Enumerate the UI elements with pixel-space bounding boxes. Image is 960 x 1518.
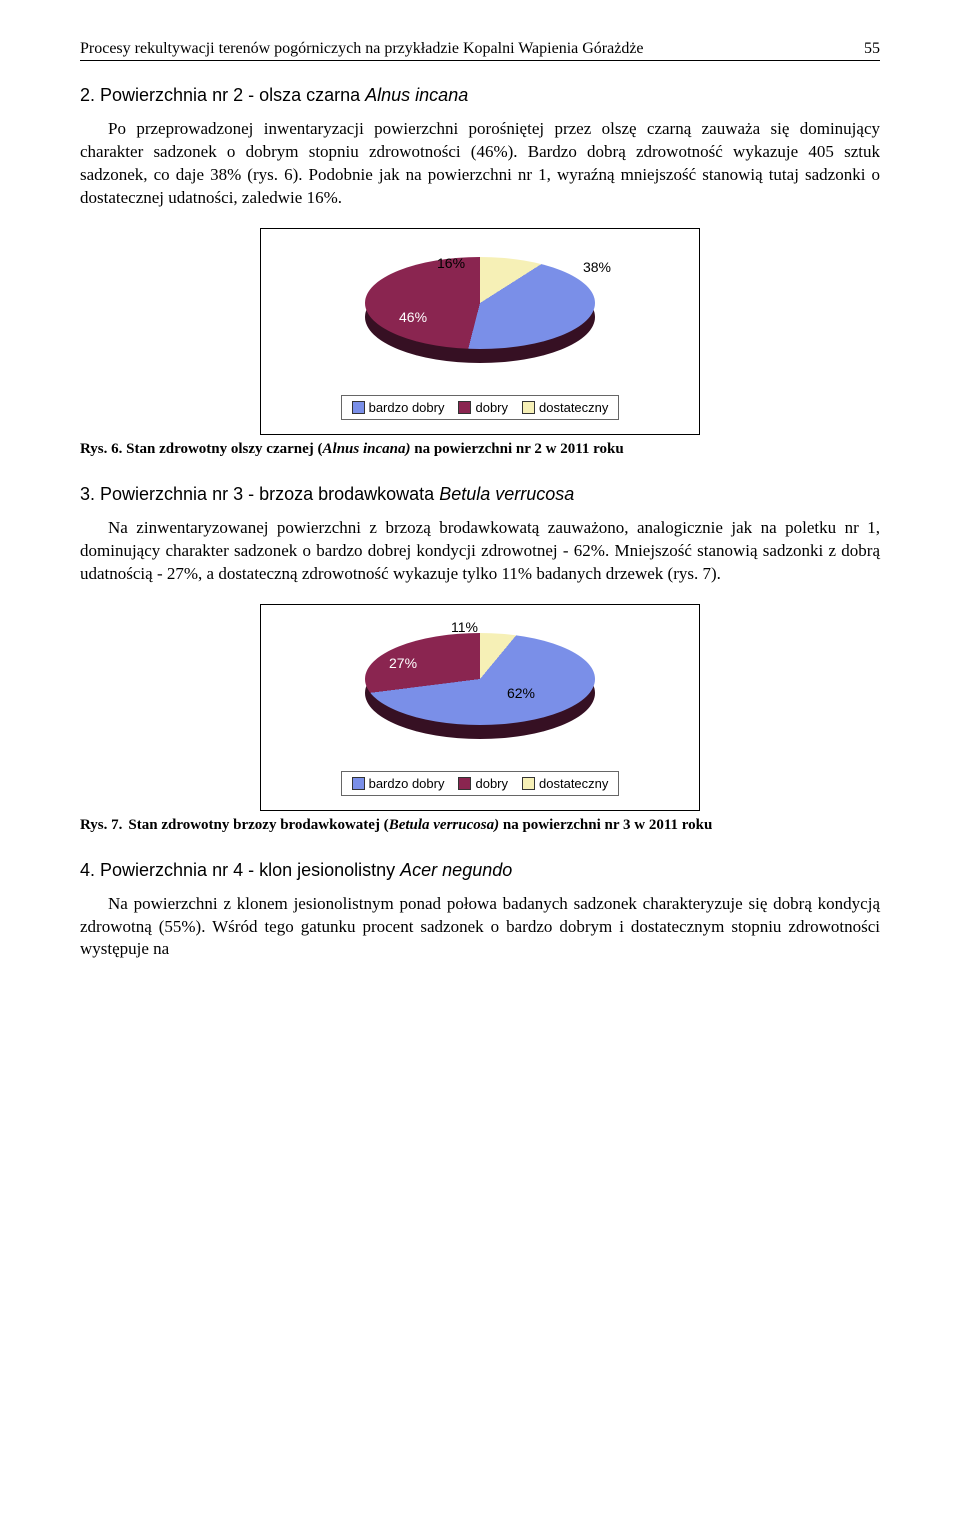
caption-text: Stan zdrowotny olszy czarnej ( [126, 441, 322, 457]
legend-label: dostateczny [539, 400, 608, 415]
figure-6-caption: Rys. 6. Stan zdrowotny olszy czarnej (Al… [80, 441, 880, 458]
swatch-icon [352, 401, 365, 414]
caption-lead: Rys. 6. [80, 441, 126, 457]
section-2-title-latin: Alnus incana [365, 85, 468, 105]
running-header: Procesy rekultywacji terenów pogórniczyc… [80, 40, 880, 61]
section-2-paragraph: Po przeprowadzonej inwentaryzacji powier… [80, 118, 880, 210]
figure-7-caption: Rys. 7. Stan zdrowotny brzozy brodawkowa… [80, 817, 880, 834]
legend-label: bardzo dobry [369, 400, 445, 415]
pie-top [365, 633, 595, 725]
section-4-paragraph: Na powierzchni z klonem jesionolistnym p… [80, 893, 880, 962]
section-3-title: 3. Powierzchnia nr 3 - brzoza brodawkowa… [80, 484, 880, 505]
swatch-icon [458, 777, 471, 790]
swatch-icon [522, 777, 535, 790]
figure-6-legend: bardzo dobry dobry dostateczny [341, 395, 620, 420]
legend-item: bardzo dobry [352, 400, 445, 415]
legend-label: bardzo dobry [369, 776, 445, 791]
caption-tail: na powierzchni nr 2 w 2011 roku [410, 441, 623, 457]
legend-label: dobry [475, 776, 508, 791]
swatch-icon [352, 777, 365, 790]
legend-item: dobry [458, 400, 508, 415]
pie6-label-46: 46% [399, 309, 427, 325]
legend-label: dobry [475, 400, 508, 415]
section-2-title: 2. Powierzchnia nr 2 - olsza czarna Alnu… [80, 85, 880, 106]
pie6-label-38: 38% [583, 259, 611, 275]
swatch-icon [522, 401, 535, 414]
section-4-title: 4. Powierzchnia nr 4 - klon jesionolistn… [80, 860, 880, 881]
legend-item: dostateczny [522, 776, 608, 791]
section-4-title-text: 4. Powierzchnia nr 4 - klon jesionolistn… [80, 860, 400, 880]
legend-item: dostateczny [522, 400, 608, 415]
caption-text: Stan zdrowotny brzozy brodawkowatej ( [128, 817, 388, 833]
legend-label: dostateczny [539, 776, 608, 791]
legend-item: dobry [458, 776, 508, 791]
pie-top [365, 257, 595, 349]
caption-latin: Betula verrucosa) [389, 817, 499, 833]
swatch-icon [458, 401, 471, 414]
figure-6-pie: 38% 46% 16% [365, 257, 595, 367]
figure-7: 62% 27% 11% bardzo dobry dobry dostatecz… [260, 604, 700, 811]
section-2-title-text: 2. Powierzchnia nr 2 - olsza czarna [80, 85, 365, 105]
section-3-title-latin: Betula verrucosa [439, 484, 574, 504]
pie7-label-11: 11% [451, 619, 478, 635]
figure-6: 38% 46% 16% bardzo dobry dobry dostatecz… [260, 228, 700, 435]
figure-7-pie: 62% 27% 11% [365, 633, 595, 743]
caption-latin: Alnus incana) [323, 441, 411, 457]
legend-item: bardzo dobry [352, 776, 445, 791]
caption-body: Stan zdrowotny brzozy brodawkowatej (Bet… [128, 817, 712, 834]
section-3-paragraph: Na zinwentaryzowanej powierzchni z brzoz… [80, 517, 880, 586]
caption-tail: na powierzchni nr 3 w 2011 roku [499, 817, 712, 833]
page: Procesy rekultywacji terenów pogórniczyc… [0, 0, 960, 1035]
pie6-label-16: 16% [437, 255, 465, 271]
page-number: 55 [864, 40, 880, 58]
section-4-title-latin: Acer negundo [400, 860, 512, 880]
section-3-title-text: 3. Powierzchnia nr 3 - brzoza brodawkowa… [80, 484, 439, 504]
pie7-label-27: 27% [389, 655, 417, 671]
figure-7-legend: bardzo dobry dobry dostateczny [341, 771, 620, 796]
running-title: Procesy rekultywacji terenów pogórniczyc… [80, 40, 644, 58]
pie7-label-62: 62% [507, 685, 535, 701]
caption-lead: Rys. 7. [80, 817, 122, 834]
